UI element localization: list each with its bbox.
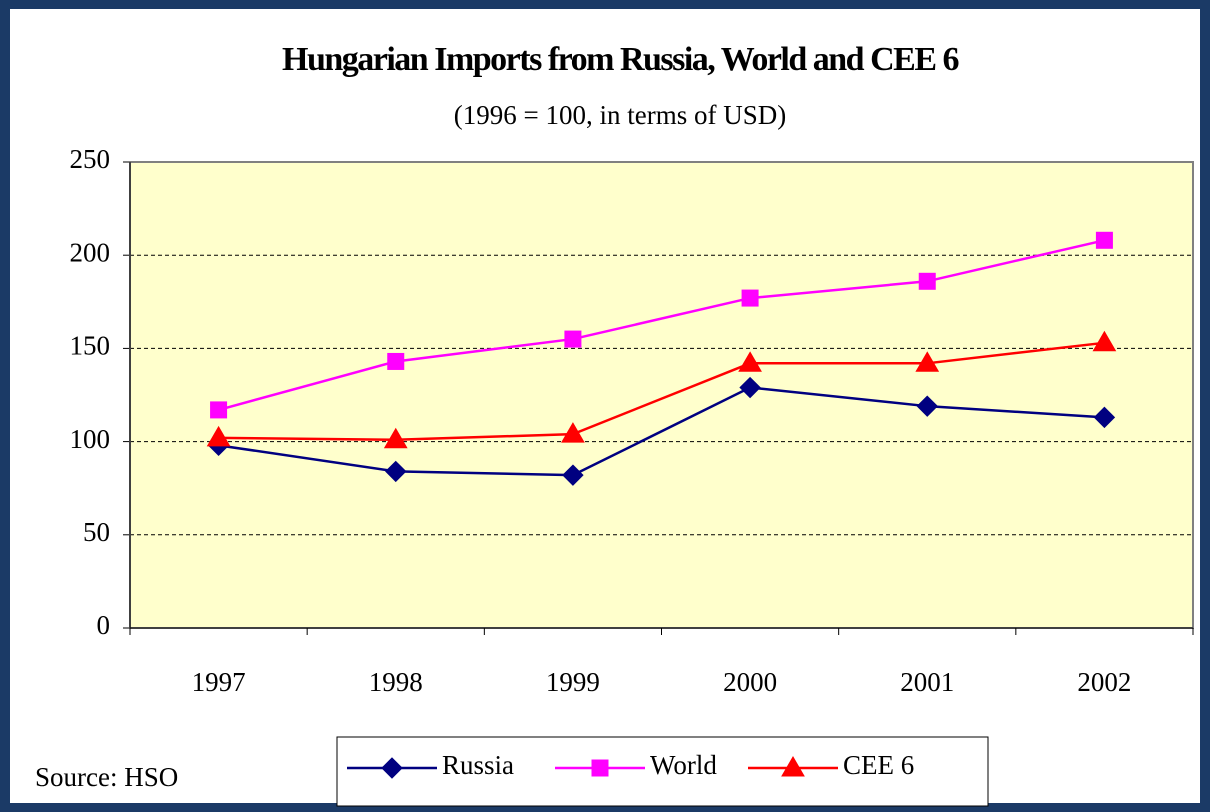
- legend-label: CEE 6: [843, 750, 914, 780]
- chart-title: Hungarian Imports from Russia, World and…: [282, 41, 958, 78]
- marker-triangle: [561, 422, 585, 443]
- x-tick-label: 2000: [723, 667, 777, 697]
- marker-diamond: [385, 460, 407, 483]
- x-tick-label: 2001: [900, 667, 954, 697]
- legend-label: World: [650, 750, 717, 780]
- source-note: Source: HSO: [35, 762, 178, 792]
- x-tick-label: 1997: [192, 667, 246, 697]
- marker-square: [210, 401, 228, 419]
- x-tick-label: 1998: [369, 667, 423, 697]
- y-tick-label: 250: [70, 144, 111, 174]
- marker-diamond: [739, 376, 761, 399]
- plot-area: [130, 162, 1193, 628]
- series-line: [218, 341, 1105, 441]
- marker-square: [591, 759, 609, 777]
- series-line: [218, 386, 1105, 477]
- marker-square: [1095, 231, 1113, 249]
- marker-triangle: [383, 427, 408, 449]
- series-line: [218, 239, 1105, 412]
- y-tick-label: 50: [83, 517, 110, 547]
- legend-box: [336, 736, 989, 807]
- marker-diamond: [381, 757, 403, 779]
- legend-label: Russia: [442, 750, 514, 780]
- marker-square: [387, 352, 405, 370]
- y-tick-label: 200: [70, 237, 111, 267]
- y-tick-label: 100: [70, 424, 111, 454]
- x-tick-label: 2002: [1077, 667, 1131, 697]
- marker-square: [564, 330, 582, 348]
- marker-diamond: [916, 395, 938, 417]
- y-tick-label: 0: [97, 610, 111, 640]
- marker-triangle: [738, 351, 762, 372]
- x-tick-label: 1999: [546, 667, 600, 697]
- marker-triangle: [206, 425, 231, 447]
- marker-square: [741, 289, 759, 307]
- marker-triangle: [915, 351, 940, 372]
- chart-subtitle: (1996 = 100, in terms of USD): [454, 100, 786, 130]
- marker-diamond: [1093, 406, 1116, 429]
- marker-diamond: [562, 464, 584, 486]
- y-tick-label: 150: [70, 331, 111, 361]
- marker-square: [918, 272, 936, 290]
- marker-triangle: [1092, 330, 1117, 352]
- marker-triangle: [781, 756, 805, 777]
